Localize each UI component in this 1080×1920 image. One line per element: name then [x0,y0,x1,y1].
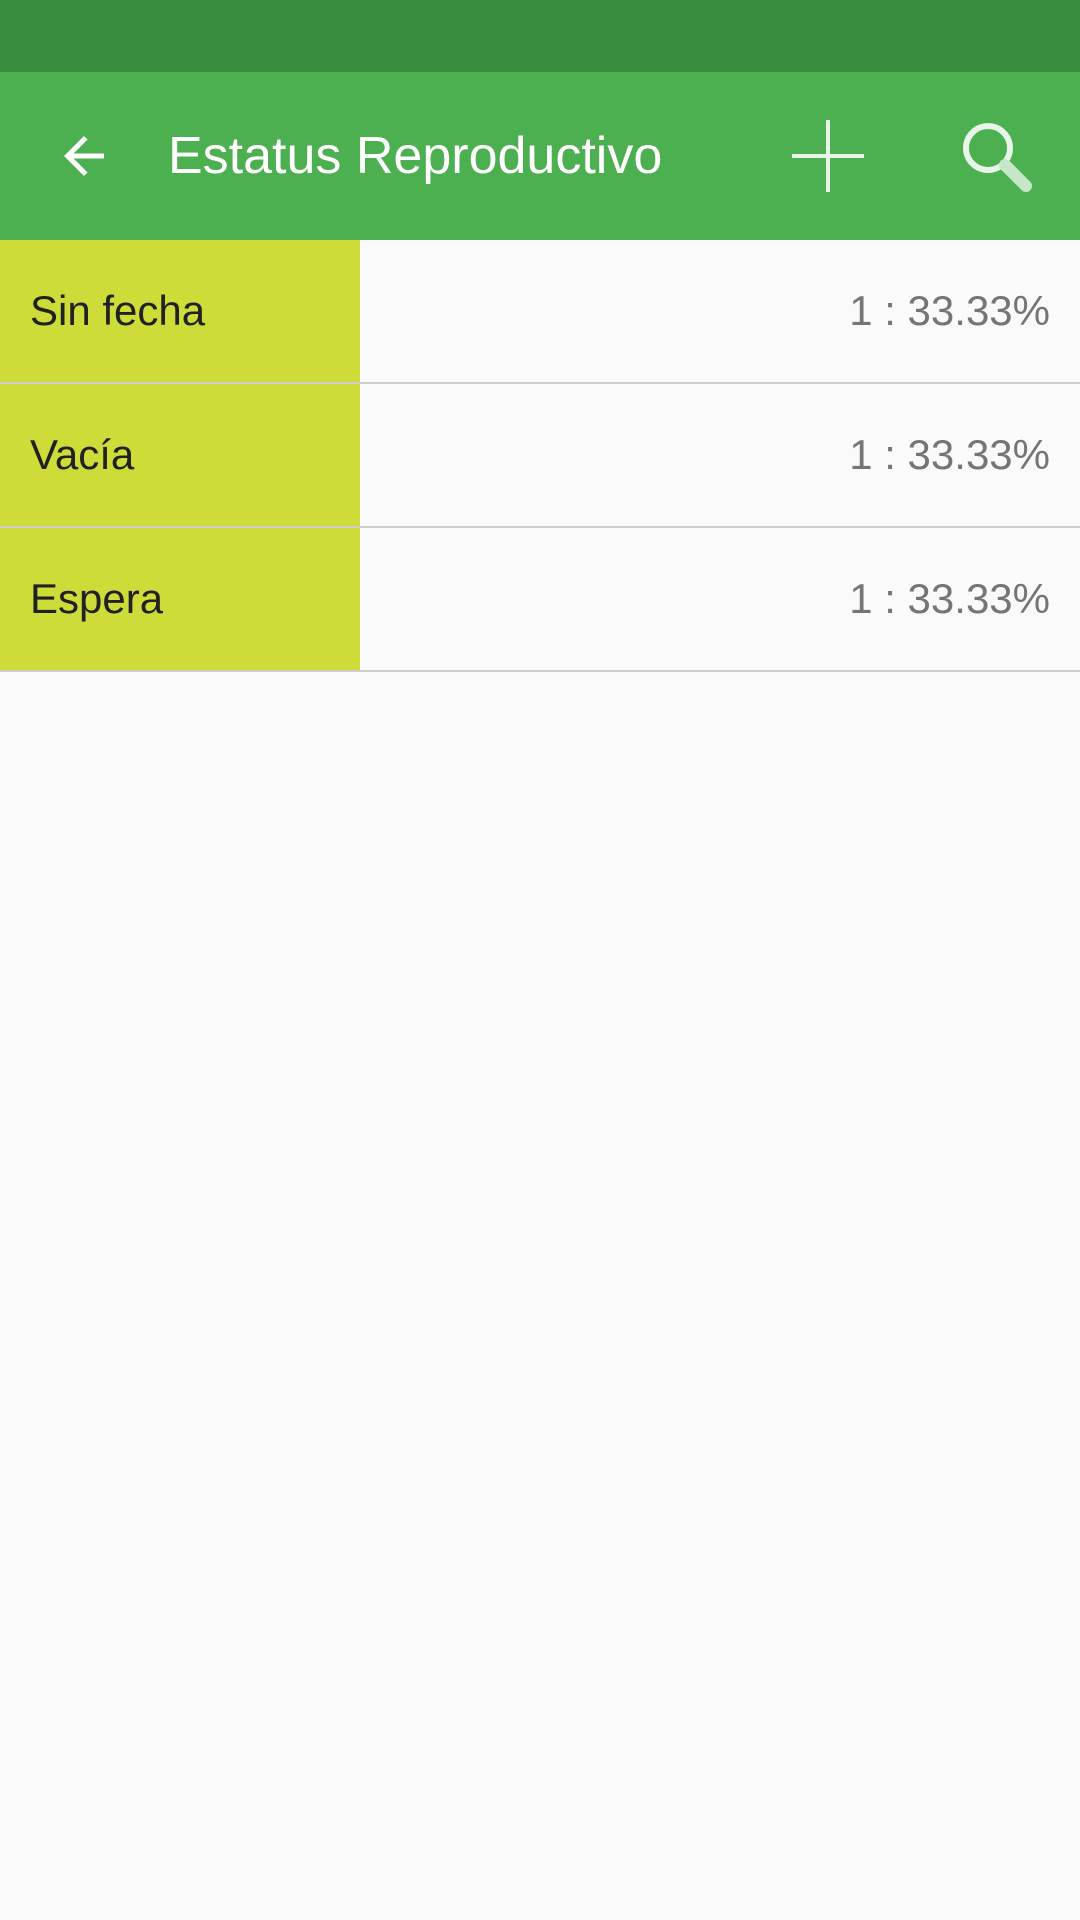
row-bar [0,384,360,526]
add-button[interactable] [780,108,876,204]
row-label: Vacía [30,431,135,478]
row-label: Espera [30,575,164,622]
back-button[interactable] [36,108,132,204]
row-bar [0,240,360,382]
row-bar [0,528,360,670]
list-item[interactable]: Espera 1 : 33.33% [0,528,1080,672]
row-value: 1 : 33.33% [849,287,1050,334]
search-icon [963,123,1032,192]
arrow-back-icon [64,136,104,176]
page-title: Estatus Reproductivo [168,127,663,185]
list-item[interactable]: Sin fecha 1 : 33.33% [0,240,1080,384]
status-bar [0,0,1080,72]
search-button[interactable] [948,108,1044,204]
app-bar: Estatus Reproductivo [0,72,1080,240]
row-label: Sin fecha [30,287,206,334]
list-item[interactable]: Vacía 1 : 33.33% [0,384,1080,528]
plus-icon [792,120,864,192]
row-value: 1 : 33.33% [849,575,1050,622]
row-value: 1 : 33.33% [849,431,1050,478]
status-list: Sin fecha 1 : 33.33% Vacía 1 : 33.33% Es… [0,240,1080,672]
